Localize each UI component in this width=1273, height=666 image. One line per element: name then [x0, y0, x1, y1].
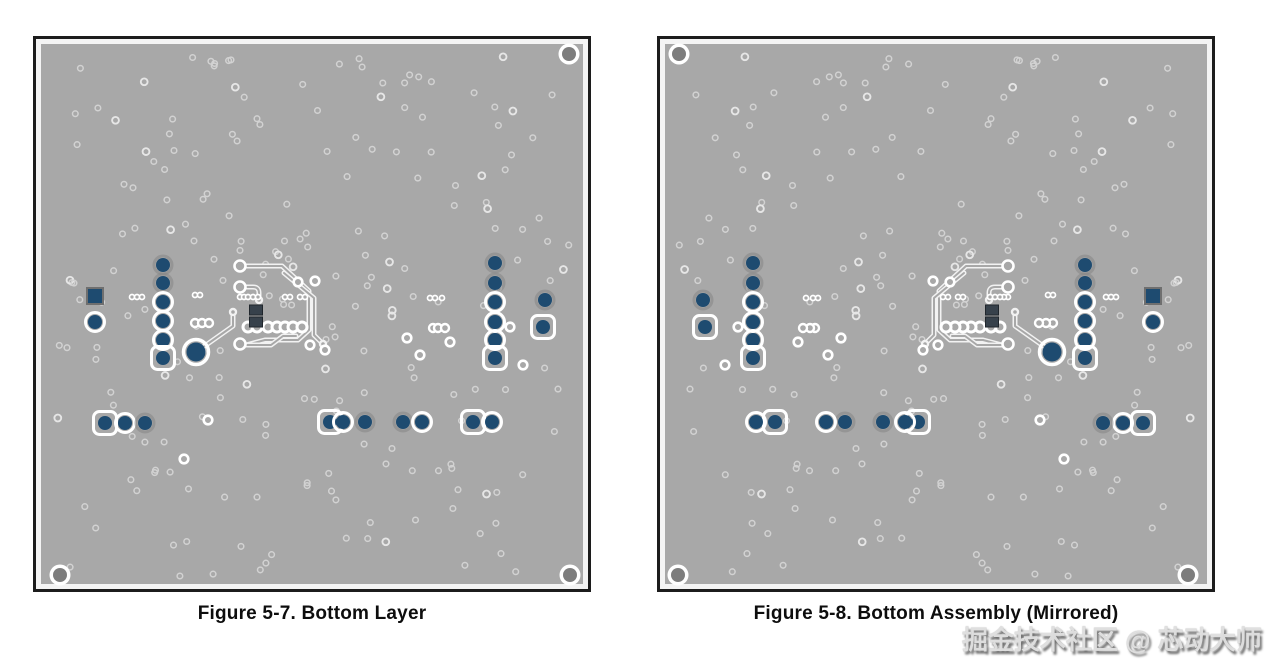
pcb-artwork	[657, 36, 1215, 592]
watermark-text: 掘金技术社区 @ 芯动大师	[962, 625, 1262, 655]
pcb-image-bottom-layer	[33, 36, 591, 592]
pad-rows	[128, 275, 529, 465]
pcb-artwork	[33, 36, 591, 592]
mounting-holes	[49, 43, 581, 586]
copper-traces	[196, 259, 328, 353]
figure-caption-bottom-layer: Figure 5-7. Bottom Layer	[197, 603, 427, 624]
figure-bottom-layer: Figure 5-7. Bottom Layer	[33, 36, 591, 625]
figure-caption-bottom-assembly: Figure 5-8. Bottom Assembly (Mirrored)	[753, 603, 1119, 624]
figure-bottom-assembly-mirrored: Figure 5-8. Bottom Assembly (Mirrored)	[657, 36, 1215, 625]
mounting-holes	[667, 43, 1199, 586]
component-pads	[84, 252, 556, 436]
pcb-image-bottom-assembly-mirrored	[657, 36, 1215, 592]
component-pads	[692, 252, 1164, 436]
